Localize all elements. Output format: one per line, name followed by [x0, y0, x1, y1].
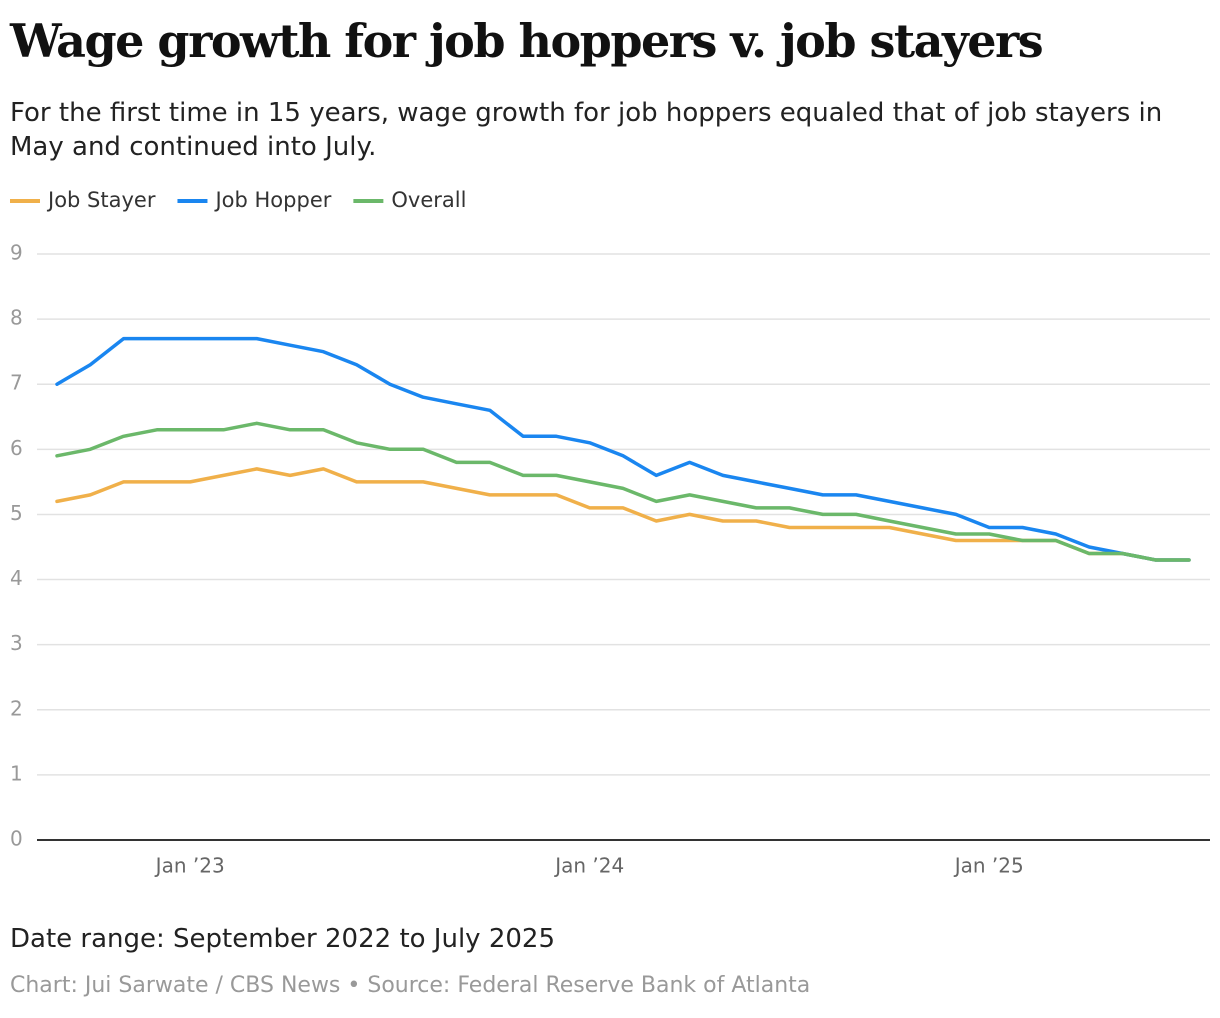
- y-tick-label: 3: [10, 631, 23, 655]
- y-tick-label: 9: [10, 241, 23, 265]
- y-tick-label: 2: [10, 696, 23, 720]
- y-tick-label: 0: [10, 827, 23, 851]
- note: Date range: September 2022 to July 2025: [10, 924, 555, 954]
- x-tick-label: Jan ’24: [553, 854, 624, 878]
- chart: Job Stayer Job Hopper Overall 0 1 2 3 4 5 6 7 8 9 Jan…: [10, 188, 1210, 878]
- x-tick-label: Jan ’25: [953, 854, 1024, 878]
- chart-title: Wage growth for job hoppers v. job staye…: [10, 14, 1044, 68]
- y-tick-label: 6: [10, 436, 23, 460]
- line-job-hopper: [55, 336, 1191, 562]
- y-tick-label: 7: [10, 371, 23, 395]
- chart-subtitle: For the first time in 15 years, wage gro…: [10, 98, 1163, 162]
- y-tick-label: 8: [10, 306, 23, 330]
- legend-label: Job Stayer: [46, 188, 156, 212]
- credit: Chart: Jui Sarwate / CBS News • Source: …: [10, 973, 811, 998]
- legend-label: Job Hopper: [213, 188, 331, 212]
- y-tick-label: 5: [10, 501, 23, 525]
- line-job-stayer: [55, 467, 1191, 562]
- y-tick-label: 4: [10, 566, 23, 590]
- legend-label: Overall: [391, 188, 466, 212]
- line-overall: [55, 421, 1191, 562]
- x-tick-label: Jan ’23: [154, 854, 225, 878]
- y-tick-label: 1: [10, 761, 23, 785]
